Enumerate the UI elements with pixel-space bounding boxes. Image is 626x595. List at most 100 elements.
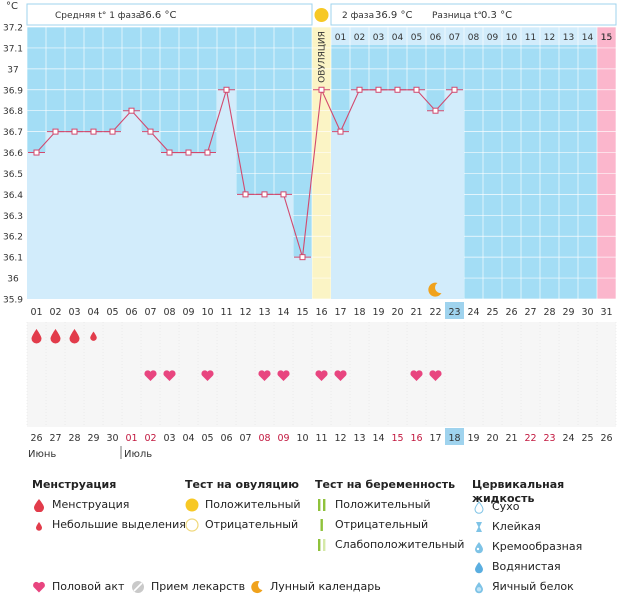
cycle-day-label: 06 [125, 307, 137, 318]
cervical-sticky-icon [476, 522, 482, 532]
calendar-date-label: 20 [486, 433, 498, 444]
legend: Менструация Менструация Небольшие выделе… [0, 470, 626, 595]
temp-bar [388, 89, 407, 300]
temp-point [299, 254, 306, 261]
calendar-date-label: 27 [49, 433, 61, 444]
legend-menstruation-title: Менструация [32, 478, 117, 491]
phase2-value: 36.9 °C [375, 10, 412, 21]
phase2-day-label: 01 [335, 33, 346, 43]
calendar-date-label: 23 [543, 433, 555, 444]
calendar-date-label: 18 [448, 433, 460, 444]
temp-bar [274, 194, 293, 299]
temp-point [109, 128, 116, 135]
cycle-day-label: 13 [258, 307, 270, 318]
temp-bar [331, 131, 350, 299]
calendar-date-label: 26 [600, 433, 612, 444]
legend-pregnancy-test-title: Тест на беременность [315, 478, 456, 491]
calendar-date-label: 04 [182, 433, 194, 444]
cycle-day-label: 15 [296, 307, 308, 318]
temp-bar [407, 89, 426, 300]
y-axis-unit: °C [6, 1, 18, 12]
temp-point [52, 128, 59, 135]
temp-bar [255, 194, 274, 299]
cycle-day-label: 09 [182, 307, 194, 318]
cycle-day-label: 07 [144, 307, 156, 318]
calendar-date-label: 14 [372, 433, 384, 444]
temp-bar [179, 152, 198, 299]
heart-icon [410, 370, 423, 381]
cycle-day-label: 02 [49, 307, 61, 318]
phase2-day-label: 07 [449, 33, 460, 43]
calendar-date-label: 28 [68, 433, 80, 444]
small-drop-icon [36, 522, 42, 531]
phase2-day-label: 12 [544, 33, 555, 43]
calendar-date-label: 15 [391, 433, 403, 444]
y-tick-label: 37 [7, 65, 18, 75]
heart-icon [258, 370, 271, 381]
phase2-day-label: 06 [430, 33, 442, 43]
test-strip-icon [318, 539, 326, 551]
cycle-day-label: 01 [30, 307, 42, 318]
cycle-day-label: 25 [486, 307, 498, 318]
temp-bar [293, 257, 312, 299]
temp-point [71, 128, 78, 135]
calendar-date-label: 22 [524, 433, 536, 444]
calendar-date-label: 09 [277, 433, 289, 444]
legend-ovulation-test-title: Тест на овуляцию [185, 478, 299, 491]
temp-point [432, 107, 439, 114]
temp-bar [198, 152, 217, 299]
cervical-drop-icon [474, 501, 484, 514]
calendar-date-label: 13 [353, 433, 365, 444]
cycle-day-label: 14 [277, 307, 289, 318]
moon-icon [428, 282, 442, 297]
temp-point [413, 86, 420, 93]
heart-icon [144, 370, 157, 381]
y-tick-label: 36.7 [3, 128, 23, 138]
cycle-day-label: 16 [315, 307, 327, 318]
temp-point [318, 86, 325, 93]
bbt-chart: °C 35.9 36 36.1 36.2 36.3 36.4 36.5 36.6 36.7 36.8… [3, 1, 617, 460]
temp-point [223, 86, 230, 93]
cycle-day-label: 08 [163, 307, 175, 318]
phase2-day-label: 15 [601, 33, 612, 43]
cycle-day-label: 04 [87, 307, 99, 318]
cycle-day-label: 26 [505, 307, 517, 318]
temp-point [166, 149, 173, 156]
cycle-day-label: 31 [600, 307, 612, 318]
y-tick-label: 37.1 [3, 44, 23, 54]
temp-point [394, 86, 401, 93]
y-tick-label: 36.8 [3, 107, 23, 117]
temp-bar [103, 131, 122, 299]
y-tick-label: 36.2 [3, 233, 23, 243]
cycle-day-label: 17 [334, 307, 346, 318]
temp-bar [350, 89, 369, 300]
test-strip-icon [320, 519, 323, 531]
y-tick-label: 36 [7, 275, 19, 285]
phase2-day-label: 05 [411, 33, 422, 43]
heart-icon [277, 370, 290, 381]
calendar-date-label: 16 [410, 433, 422, 444]
calendar-date-label: 30 [106, 433, 118, 444]
ovulation-column [312, 27, 331, 299]
calendar-date-label: 03 [163, 433, 175, 444]
phase1-label: Средняя t° 1 фаза [55, 11, 141, 21]
calendar-date-label: 21 [505, 433, 517, 444]
phase2-day-label: 03 [373, 33, 384, 43]
calendar-date-label: 11 [315, 433, 327, 444]
month-label: Июнь [28, 449, 56, 460]
calendar-date-label: 07 [239, 433, 251, 444]
temp-point [261, 191, 268, 198]
phase1-header [26, 3, 313, 26]
cycle-day-label: 23 [448, 307, 460, 318]
heart-icon [334, 370, 347, 381]
period-expected-column [597, 27, 616, 299]
temp-bar [445, 89, 464, 300]
cycle-day-label: 27 [524, 307, 536, 318]
today-date-marker [445, 428, 464, 445]
phase2-day-label: 11 [525, 33, 536, 43]
temp-bar [141, 131, 160, 299]
cycle-day-label: 03 [68, 307, 80, 318]
y-tick-label: 36.3 [3, 212, 23, 222]
temp-bar [46, 131, 65, 299]
temp-point [242, 191, 249, 198]
